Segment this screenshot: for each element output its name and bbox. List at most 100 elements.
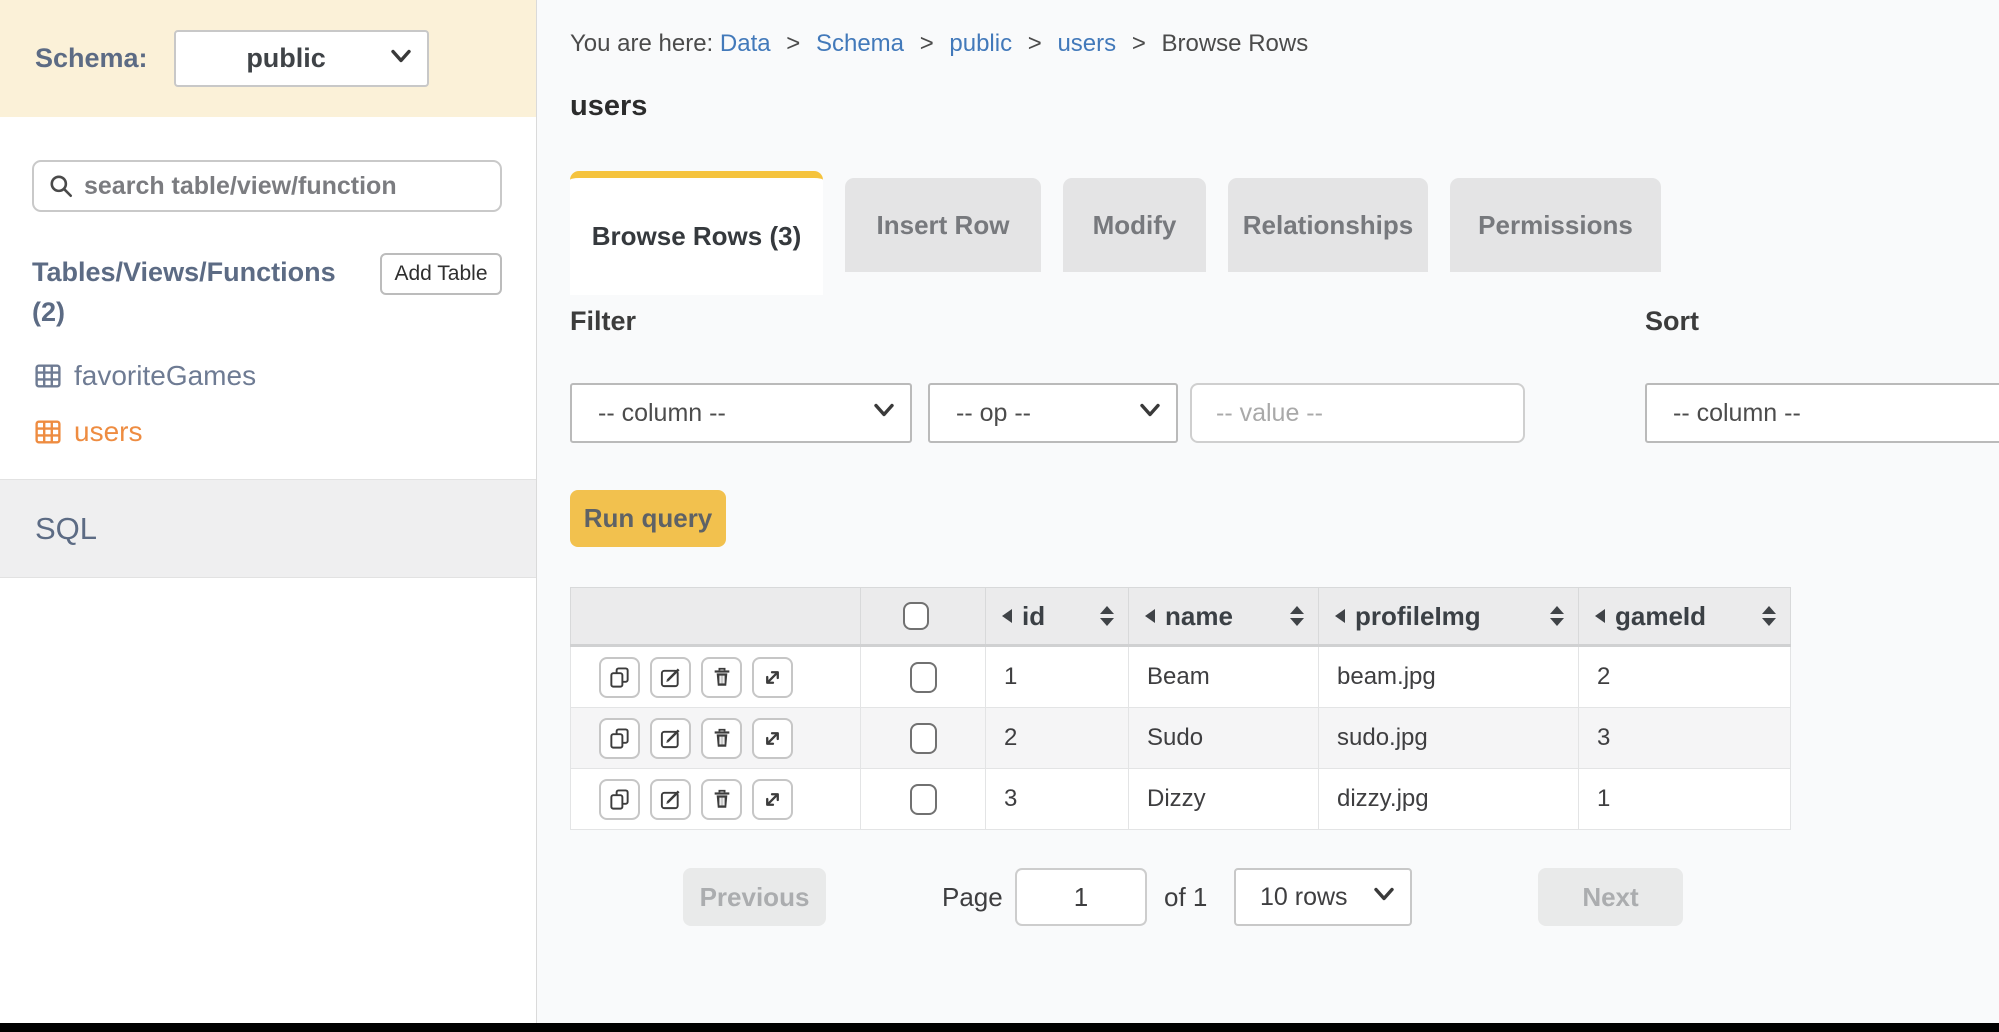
chevron-down-icon [1374,887,1394,907]
rows-per-page-value: 10 rows [1260,882,1348,911]
table-row: 1 Beam beam.jpg 2 [570,645,1791,708]
filter-value-input[interactable] [1190,383,1525,443]
edit-row-button[interactable] [650,656,691,698]
sidebar-item-favoritegames[interactable]: favoriteGames [35,360,256,392]
cell-gameid: 3 [1578,707,1791,769]
schema-select[interactable]: public [173,30,429,87]
run-query-button[interactable]: Run query [570,490,726,547]
breadcrumb-current: Browse Rows [1161,30,1309,57]
tables-section-title: Tables/Views/Functions (2) [32,257,336,327]
page-number-input[interactable] [1015,868,1147,926]
delete-row-button[interactable] [701,656,742,698]
tab-browse-rows[interactable]: Browse Rows (3) [570,171,823,295]
cell-profileimg: dizzy.jpg [1318,768,1579,830]
column-header-id[interactable]: id [985,587,1129,647]
select-all-header [860,587,986,647]
page-title: users [570,90,648,122]
search-icon [50,175,73,198]
tab-insert-row[interactable]: Insert Row [845,178,1041,272]
sort-title: Sort [1645,306,1699,336]
column-handle-icon [1595,609,1605,623]
cell-gameid: 1 [1578,768,1791,830]
previous-page-button[interactable]: Previous [683,868,826,926]
breadcrumb-separator: > [786,30,801,57]
column-header-profileimg[interactable]: profileImg [1318,587,1579,647]
breadcrumb-prefix: You are here: [570,30,714,57]
sidebar-item-label: users [74,416,143,447]
cell-id: 3 [985,768,1129,830]
delete-row-button[interactable] [701,778,742,820]
copy-row-button[interactable] [599,778,640,820]
chevron-down-icon [1140,403,1160,423]
breadcrumb-separator: > [919,30,934,57]
edit-row-button[interactable] [650,778,691,820]
add-table-button[interactable]: Add Table [380,253,502,295]
breadcrumb-separator: > [1027,30,1042,57]
copy-row-button[interactable] [599,717,640,759]
cell-profileimg: sudo.jpg [1318,707,1579,769]
search-input[interactable] [84,162,500,210]
filter-title: Filter [570,306,637,336]
sort-icon[interactable] [1550,606,1564,626]
select-all-checkbox[interactable] [903,602,929,630]
tab-permissions[interactable]: Permissions [1450,178,1661,272]
breadcrumb-link-data[interactable]: Data [719,30,771,57]
tab-modify[interactable]: Modify [1063,178,1206,272]
rows-per-page-select[interactable]: 10 rows [1234,868,1412,926]
rows-table: id name profileImg [570,587,1791,830]
schema-select-value: public [246,43,326,73]
filter-column-select[interactable]: -- column -- [570,383,912,443]
column-header-gameid[interactable]: gameId [1578,587,1791,647]
table-icon [35,364,61,388]
column-handle-icon [1145,609,1155,623]
schema-label: Schema: [35,43,148,73]
cell-id: 2 [985,707,1129,769]
expand-row-button[interactable] [752,717,793,759]
chevron-down-icon [874,403,894,423]
main-content: You are here: Data > Schema > public > u… [538,0,1999,1023]
cell-gameid: 2 [1578,645,1791,708]
next-page-button[interactable]: Next [1538,868,1683,926]
tab-bar: Browse Rows (3) Insert Row Modify Relati… [570,171,1661,295]
column-header-name[interactable]: name [1128,587,1319,647]
schema-panel: Schema: public [0,0,536,117]
delete-row-button[interactable] [701,717,742,759]
filter-column-value: -- column -- [598,398,726,427]
tab-relationships[interactable]: Relationships [1228,178,1428,272]
column-handle-icon [1335,609,1345,623]
sort-icon[interactable] [1290,606,1304,626]
breadcrumb-link-schema[interactable]: Schema [815,30,905,57]
sort-icon[interactable] [1762,606,1776,626]
sort-icon[interactable] [1100,606,1114,626]
table-search [32,160,502,212]
expand-row-button[interactable] [752,778,793,820]
bottom-bar [0,1023,1999,1032]
sidebar-item-label: favoriteGames [74,360,257,391]
copy-row-button[interactable] [599,656,640,698]
edit-row-button[interactable] [650,717,691,759]
page-of-label: of 1 [1164,881,1208,912]
row-checkbox[interactable] [909,722,937,754]
table-header-row: id name profileImg [570,587,1791,647]
cell-profileimg: beam.jpg [1318,645,1579,708]
row-checkbox[interactable] [909,783,937,815]
table-icon [35,420,61,444]
breadcrumb-link-public[interactable]: public [949,30,1013,57]
filter-op-value: -- op -- [956,398,1031,427]
breadcrumb-separator: > [1131,30,1146,57]
cell-name: Beam [1128,645,1319,708]
sort-column-select[interactable]: -- column -- [1645,383,1999,443]
table-row: 3 Dizzy dizzy.jpg 1 [570,768,1791,830]
sidebar: Schema: public Tables/Views/Functions (2… [0,0,537,1023]
column-handle-icon [1002,609,1012,623]
row-checkbox[interactable] [909,661,937,693]
sidebar-item-users[interactable]: users [35,416,142,448]
cell-id: 1 [985,645,1129,708]
sidebar-item-sql[interactable]: SQL [0,479,536,578]
cell-name: Sudo [1128,707,1319,769]
breadcrumb: You are here: Data > Schema > public > u… [570,30,1308,58]
filter-op-select[interactable]: -- op -- [928,383,1178,443]
expand-row-button[interactable] [752,656,793,698]
sql-label: SQL [35,510,98,546]
breadcrumb-link-users[interactable]: users [1057,30,1117,57]
